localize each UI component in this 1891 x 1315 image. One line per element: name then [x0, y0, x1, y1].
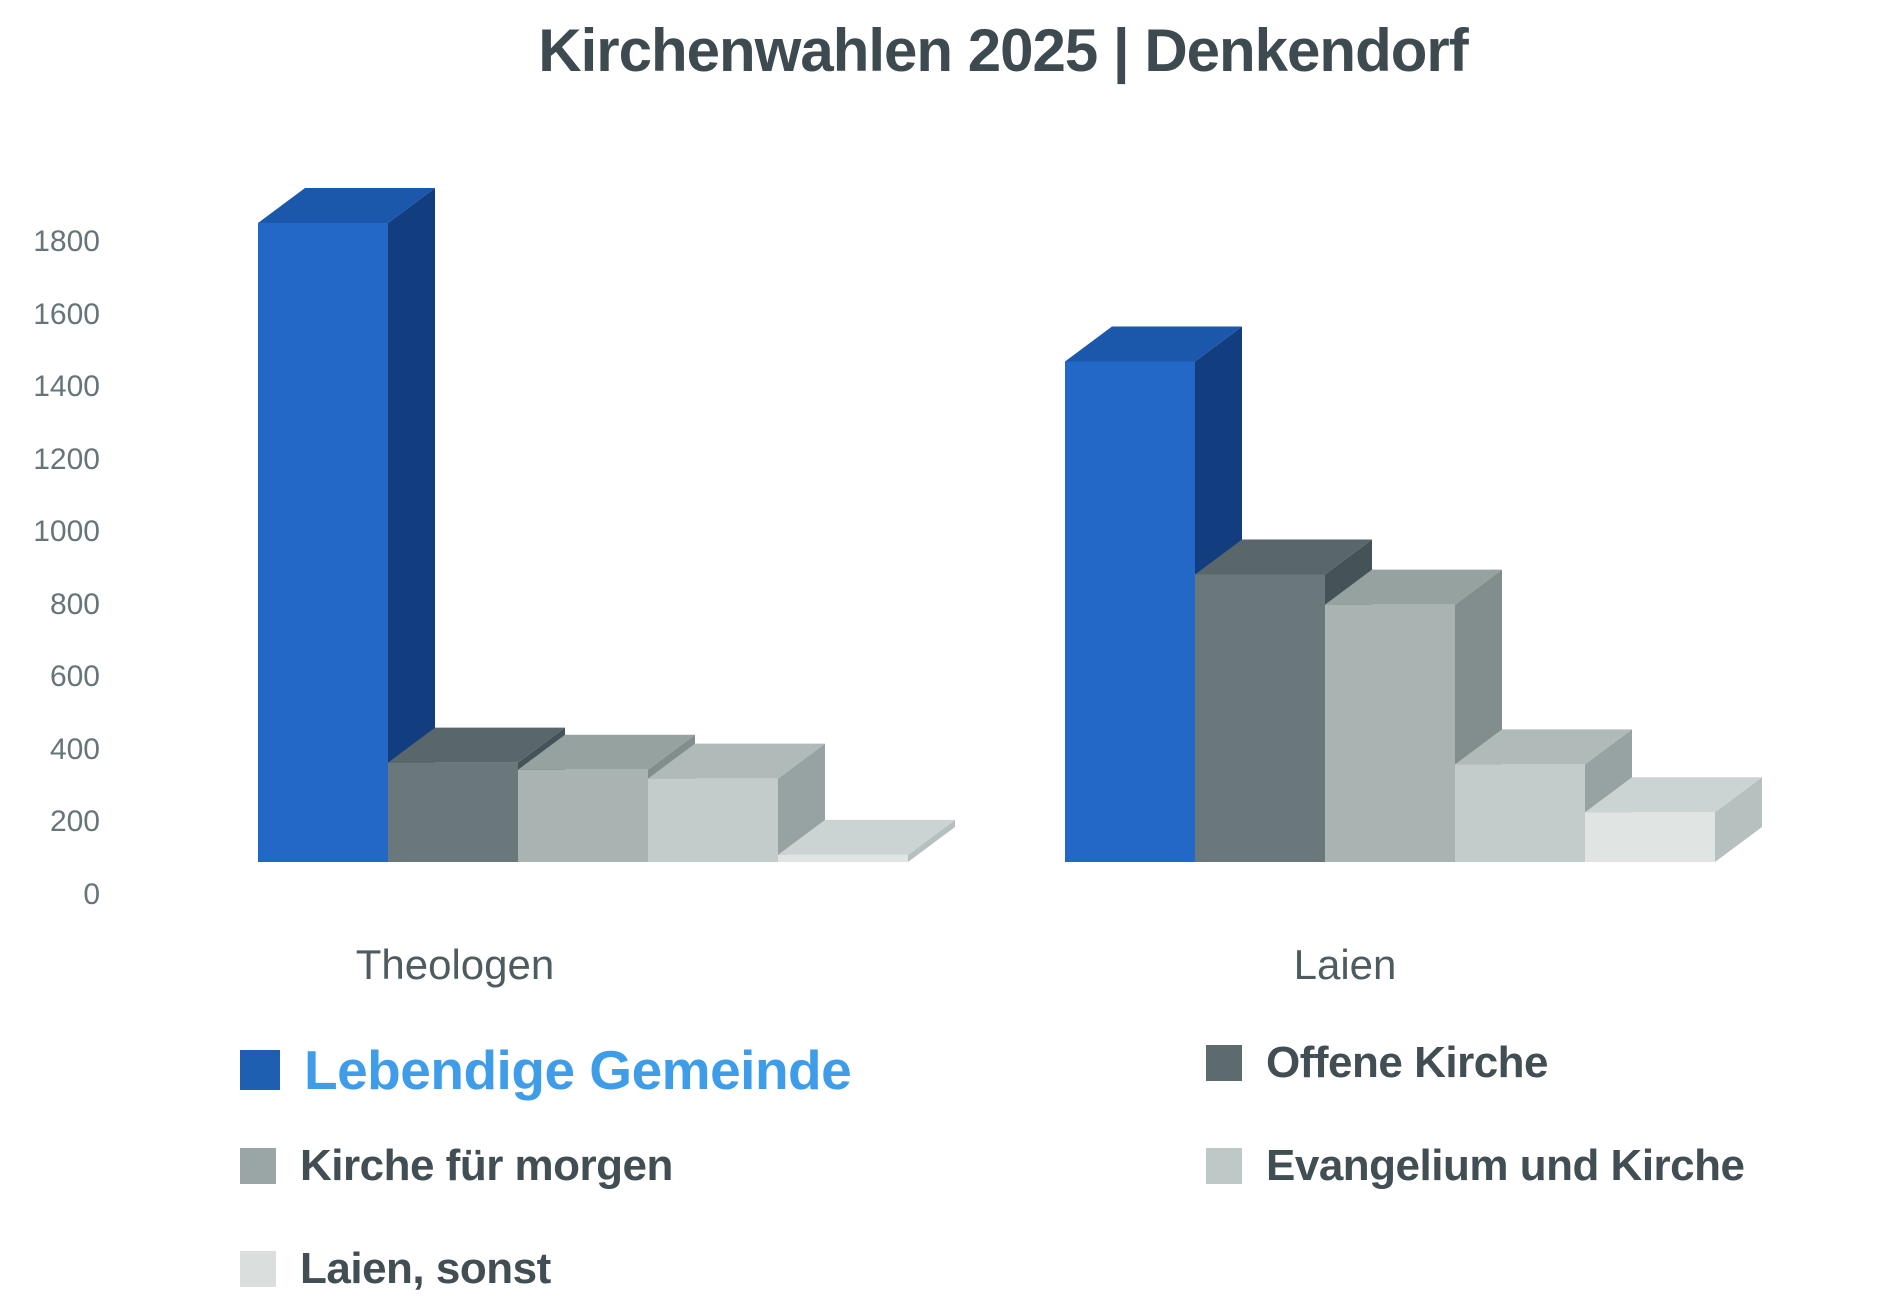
- bar-side-face: [1715, 777, 1762, 862]
- y-tick-label-1600: 1600: [33, 297, 100, 331]
- bar-top-face: [648, 743, 825, 779]
- legend-item-laien-sonst: Laien, sonst: [240, 1244, 551, 1294]
- chart-title: Kirchenwahlen 2025 | Denkendorf: [538, 17, 1468, 84]
- bar-top-face: [1325, 569, 1502, 605]
- bar-front-face: [1195, 574, 1325, 862]
- bar-group-theologen: [258, 188, 955, 862]
- category-label-laien: Laien: [1293, 941, 1397, 988]
- legend-label: Lebendige Gemeinde: [304, 1039, 852, 1101]
- y-tick-label-200: 200: [49, 805, 100, 839]
- bar-front-face: [1585, 812, 1715, 862]
- bar-theologen-1: [258, 188, 435, 862]
- category-label-theologen: Theologen: [355, 941, 555, 988]
- bar-top-face: [518, 734, 695, 770]
- y-tick-label-1400: 1400: [33, 370, 100, 404]
- bar-top-face: [1455, 729, 1632, 765]
- bar-front-face: [1065, 361, 1195, 862]
- legend-item-kirche-für-morgen: Kirche für morgen: [240, 1141, 673, 1191]
- legend-item-evangelium-und-kirche: Evangelium und Kirche: [1206, 1141, 1745, 1191]
- bar-top-face: [1195, 539, 1372, 575]
- y-tick-label-800: 800: [49, 587, 100, 621]
- bar-laien-5: [1585, 777, 1762, 862]
- legend-label: Evangelium und Kirche: [1266, 1141, 1745, 1190]
- bar-front-face: [648, 778, 778, 862]
- bar-top-face: [258, 188, 435, 223]
- legend-label: Kirche für morgen: [300, 1141, 673, 1190]
- bar-top-face: [388, 727, 565, 763]
- bar-front-face: [1455, 764, 1585, 862]
- bar-theologen-5: [778, 819, 955, 862]
- bar-front-face: [778, 854, 908, 862]
- y-tick-label-0: 0: [83, 878, 100, 911]
- bar-top-face: [1065, 326, 1242, 362]
- legend-label: Laien, sonst: [300, 1244, 551, 1293]
- legend-swatch-icon: [1206, 1148, 1242, 1184]
- legend-swatch-icon: [1206, 1045, 1242, 1081]
- bar-side-face: [388, 188, 435, 862]
- bar-front-face: [1325, 604, 1455, 862]
- bar-top-face: [1585, 777, 1762, 813]
- bar-laien-4: [1455, 729, 1632, 862]
- legend-label: Offene Kirche: [1266, 1038, 1549, 1087]
- legend-swatch-icon: [240, 1251, 276, 1287]
- bar-group-laien: [1065, 326, 1762, 862]
- y-tick-label-1000: 1000: [33, 515, 100, 549]
- bar-front-face: [518, 769, 648, 862]
- y-tick-label-600: 600: [49, 660, 100, 694]
- y-tick-label-400: 400: [49, 732, 100, 766]
- legend-item-lebendige-gemeinde: Lebendige Gemeinde: [240, 1038, 852, 1102]
- legend-swatch-icon: [240, 1148, 276, 1184]
- legend-swatch-icon: [240, 1050, 280, 1090]
- y-tick-label-1800: 1800: [33, 225, 100, 259]
- bar-side-face: [908, 819, 955, 862]
- y-tick-label-1200: 1200: [33, 442, 100, 476]
- bar-top-face: [778, 819, 955, 855]
- bar-front-face: [258, 223, 388, 862]
- legend-item-offene-kirche: Offene Kirche: [1206, 1038, 1549, 1088]
- bar-front-face: [388, 762, 518, 862]
